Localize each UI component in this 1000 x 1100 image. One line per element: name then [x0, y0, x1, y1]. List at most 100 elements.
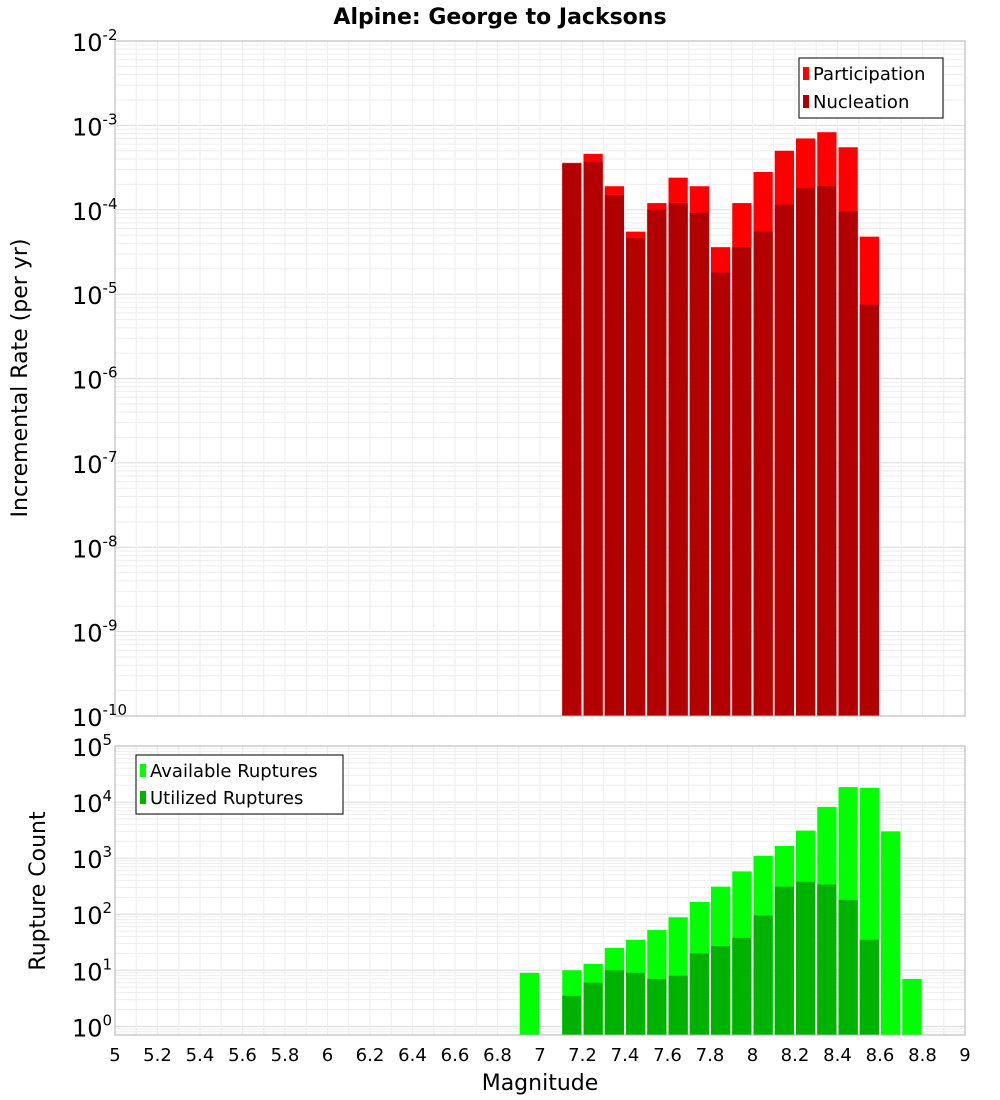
bottom-y-tick-base: 10 [72, 846, 103, 874]
x-tick-label: 6 [322, 1045, 333, 1066]
top-y-tick-label: 10-5 [72, 279, 118, 310]
legend-swatch-participation [803, 67, 809, 80]
bottom-bar-b [562, 995, 582, 1035]
x-tick-label: 7.4 [611, 1045, 640, 1066]
top-y-axis-label: Incremental Rate (per yr) [8, 239, 33, 518]
bottom-bar-b [796, 881, 816, 1035]
x-tick-label: 6.8 [483, 1045, 512, 1066]
bottom-plot-border [114, 745, 966, 1036]
legend-swatch-nucleation [803, 95, 809, 108]
bottom-y-axis-label: Rupture Count [26, 811, 51, 971]
bottom-legend: Available Ruptures Utilized Ruptures [135, 754, 344, 815]
top-legend: Participation Nucleation [798, 57, 944, 119]
x-tick-label: 7.6 [653, 1045, 682, 1066]
bottom-y-tick-label: 102 [72, 899, 112, 930]
top-y-tick-exponent: -6 [103, 364, 118, 382]
top-y-tick-base: 10 [72, 535, 103, 563]
x-tick-label: 8.6 [866, 1045, 895, 1066]
top-y-tick-base: 10 [72, 620, 103, 648]
bottom-y-tick-base: 10 [72, 902, 103, 930]
top-bar-b [647, 209, 667, 716]
bottom-bar-b [732, 937, 752, 1035]
bottom-y-tick-exponent: 3 [103, 843, 113, 861]
x-tick-label: 6.2 [356, 1045, 385, 1066]
x-tick-label: 8 [747, 1045, 758, 1066]
bottom-y-tick-base: 10 [72, 1014, 103, 1042]
bottom-bar-b [838, 899, 858, 1035]
top-y-tick-label: 10-6 [72, 364, 118, 395]
x-tick-label: 5.2 [143, 1045, 172, 1066]
legend-swatch-available [140, 764, 146, 777]
top-plot-border [114, 40, 966, 717]
bottom-bar-b [626, 972, 646, 1035]
top-y-tick-base: 10 [72, 451, 103, 479]
top-bar-b [626, 238, 646, 716]
top-bar-b [817, 186, 837, 716]
top-bar-b [562, 163, 582, 717]
x-axis-label: Magnitude [482, 1071, 599, 1096]
top-bar-b [583, 161, 603, 716]
bottom-bar-b [604, 970, 624, 1035]
bottom-y-tick-label: 101 [72, 955, 112, 986]
x-tick-label: 5.4 [186, 1045, 215, 1066]
bottom-bar-b [689, 953, 709, 1035]
x-tick-label: 6.6 [441, 1045, 470, 1066]
legend-swatch-utilized [140, 791, 146, 804]
bottom-y-tick-label: 104 [72, 787, 112, 818]
x-tick-label: 5.8 [271, 1045, 300, 1066]
top-y-tick-base: 10 [72, 113, 103, 141]
x-tick-label: 7.2 [568, 1045, 597, 1066]
top-y-tick-base: 10 [72, 704, 103, 732]
bottom-y-tick-exponent: 5 [103, 731, 113, 749]
bottom-legend-box [135, 754, 344, 815]
bottom-y-tick-base: 10 [72, 958, 103, 986]
legend-label-participation: Participation [813, 64, 925, 85]
top-y-tick-exponent: -10 [103, 701, 128, 719]
x-tick-label: 7.8 [696, 1045, 725, 1066]
bottom-y-tick-base: 10 [72, 790, 103, 818]
bottom-y-tick-label: 105 [72, 731, 112, 762]
top-y-tick-label: 10-2 [72, 26, 118, 57]
bottom-bar-a [902, 978, 922, 1035]
top-y-tick-exponent: -4 [103, 195, 118, 213]
top-y-tick-label: 10-7 [72, 448, 118, 479]
x-tick-labels: 5 5.2 5.4 5.6 5.8 6 6.2 6.4 6.6 6.8 7 7.2 7.4 7.6 7.8 8… [109, 1045, 970, 1066]
top-y-tick-base: 10 [72, 367, 103, 395]
bottom-y-tick-exponent: 0 [103, 1011, 113, 1029]
top-bar-b [838, 211, 858, 716]
x-tick-label: 8.2 [781, 1045, 810, 1066]
bottom-bar-b [753, 915, 773, 1035]
top-y-tick-label: 10-3 [72, 110, 118, 141]
top-y-tick-exponent: -7 [103, 448, 118, 466]
top-grid [114, 40, 966, 717]
top-bars [562, 132, 879, 717]
top-legend-box [798, 57, 944, 119]
bottom-bar-b [817, 884, 837, 1035]
top-bar-b [711, 272, 731, 716]
top-bar-b [732, 247, 752, 716]
legend-label-nucleation: Nucleation [813, 92, 909, 113]
bottom-y-tick-exponent: 1 [103, 955, 113, 973]
top-y-tick-exponent: -2 [103, 26, 118, 44]
x-tick-label: 6.4 [398, 1045, 427, 1066]
top-bar-b [859, 304, 879, 716]
top-y-tick-base: 10 [72, 198, 103, 226]
bottom-y-tick-exponent: 4 [103, 787, 113, 805]
x-tick-label: 8.4 [823, 1045, 852, 1066]
bottom-bar-b [647, 978, 667, 1035]
x-tick-label: 5 [109, 1045, 120, 1066]
top-bar-b [774, 204, 794, 717]
bottom-bar-b [668, 975, 688, 1035]
bottom-bar-b [774, 886, 794, 1035]
legend-label-available: Available Ruptures [150, 761, 318, 782]
top-bar-b [796, 188, 816, 717]
top-y-tick-exponent: -3 [103, 110, 118, 128]
x-tick-label: 5.6 [228, 1045, 257, 1066]
legend-label-utilized: Utilized Ruptures [150, 788, 303, 809]
bottom-bars [519, 787, 922, 1035]
